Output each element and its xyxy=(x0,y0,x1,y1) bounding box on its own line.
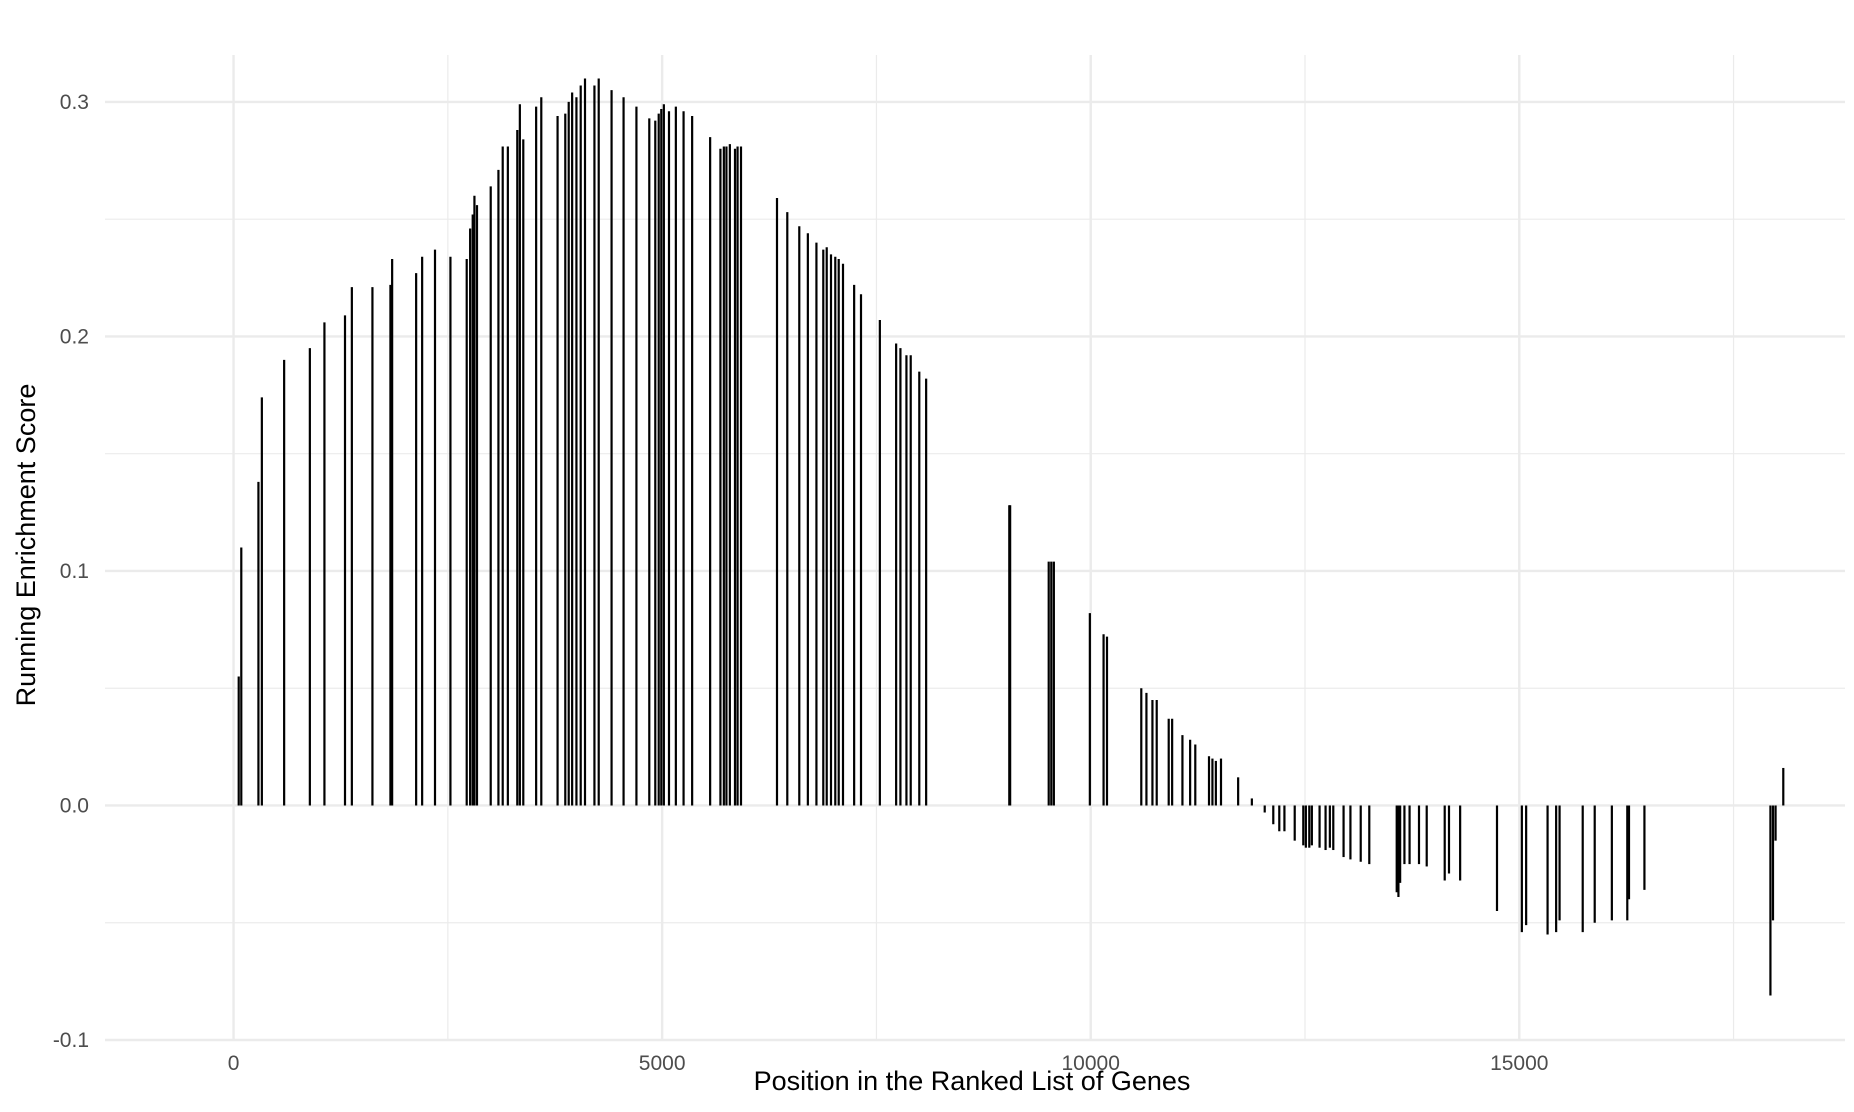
x-axis-title: Position in the Ranked List of Genes xyxy=(754,1066,1191,1096)
x-tick-label: 5000 xyxy=(639,1052,686,1075)
x-tick-label: 15000 xyxy=(1490,1052,1548,1075)
y-tick-label: 0.3 xyxy=(60,91,89,114)
grid-lines xyxy=(105,55,1845,1042)
y-tick-label: 0.1 xyxy=(60,560,89,583)
enrichment-bars xyxy=(237,78,1785,996)
y-tick-label: 0.0 xyxy=(60,794,89,817)
y-tick-label: -0.1 xyxy=(53,1029,89,1052)
x-tick-label: 0 xyxy=(228,1052,240,1075)
y-axis-title: Running Enrichment Score xyxy=(11,384,41,707)
y-tick-label: 0.2 xyxy=(60,325,89,348)
axis-ticks: 0 5000 10000 15000 -0.1 0.0 0.1 0.2 0.3 xyxy=(53,91,1549,1075)
x-tick-label: 10000 xyxy=(1062,1052,1120,1075)
